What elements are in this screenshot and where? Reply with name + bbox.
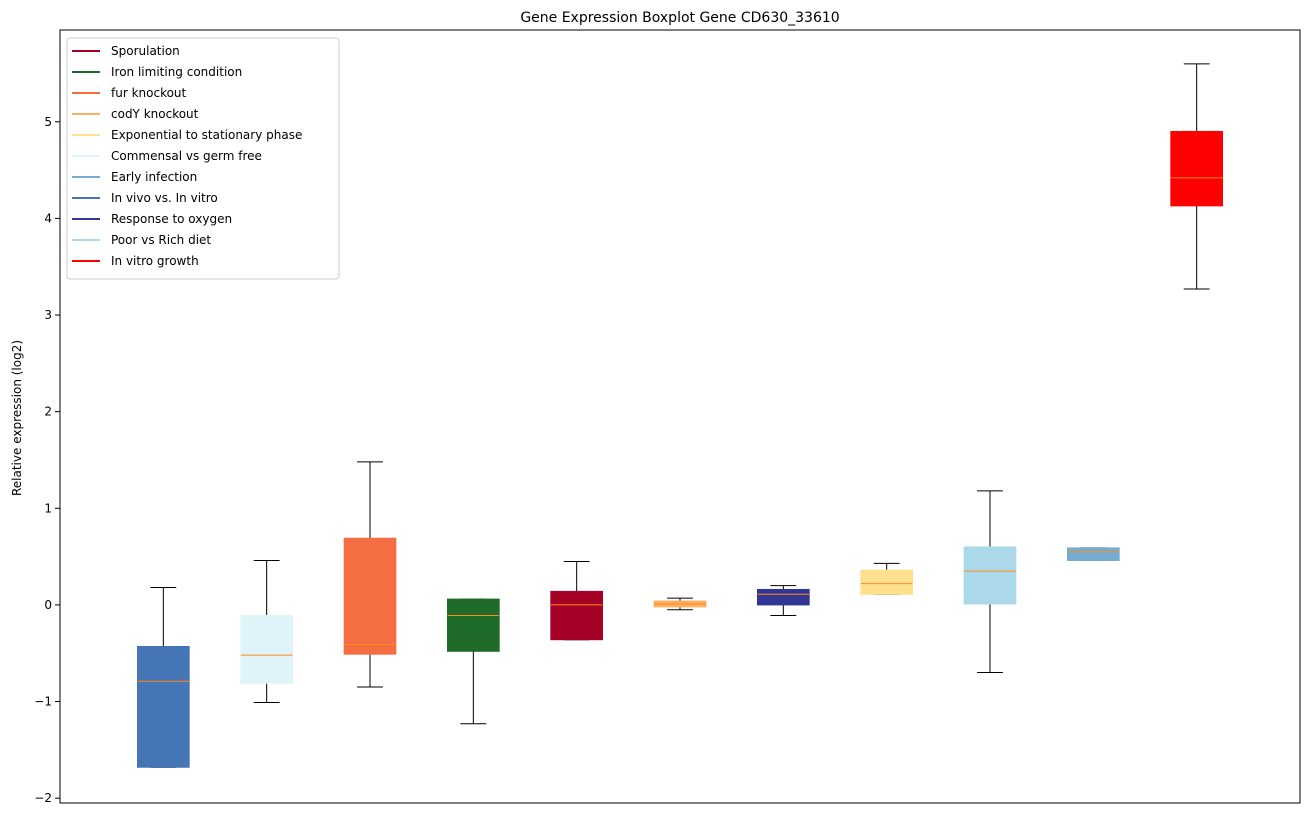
legend-entry: Sporulation (72, 44, 180, 58)
box-body (860, 569, 913, 595)
box-fur-knockout (343, 461, 397, 688)
box-iron-limiting-condition (447, 598, 500, 725)
box-body (343, 537, 397, 655)
legend-entry: Early infection (72, 170, 197, 184)
legend-frame (66, 37, 340, 280)
box-body (447, 598, 500, 652)
y-tick-label: 5 (44, 115, 52, 129)
box-cody-knockout (653, 597, 707, 611)
y-axis-ticks: −2 −1 0 1 2 3 4 5 (34, 115, 60, 805)
legend-entry: Response to oxygen (72, 212, 232, 226)
legend-label: In vitro growth (111, 254, 199, 268)
legend-label: Poor vs Rich diet (111, 233, 211, 247)
box-body (1170, 130, 1224, 207)
legend-entry: Exponential to stationary phase (72, 128, 302, 142)
box-body (1067, 547, 1120, 561)
legend-entry: codY knockout (72, 107, 199, 121)
y-tick-label: −2 (34, 791, 52, 805)
chart-title: Gene Expression Boxplot Gene CD630_33610 (520, 10, 839, 26)
legend-label: In vivo vs. In vitro (111, 191, 218, 205)
box-sporulation (550, 560, 603, 641)
legend-label: Early infection (111, 170, 197, 184)
legend-entry: Commensal vs germ free (72, 149, 262, 163)
box-body (240, 615, 293, 684)
legend: Sporulation Iron limiting condition fur kn… (66, 37, 340, 280)
legend-label: Exponential to stationary phase (111, 128, 302, 142)
y-tick-label: 0 (44, 598, 52, 612)
plot-area (59, 29, 1301, 804)
legend-entry: Iron limiting condition (72, 65, 242, 79)
y-axis-label: Relative expression (log2) (10, 340, 24, 496)
legend-entry: In vivo vs. In vitro (72, 191, 218, 205)
y-tick-label: 1 (44, 501, 52, 515)
legend-label: Sporulation (111, 44, 180, 58)
box-response-to-oxygen (757, 585, 810, 617)
box-commensal-vs-germ-free (240, 559, 293, 704)
box-exponential-to-stationary-phase (860, 562, 913, 595)
legend-label: Commensal vs germ free (111, 149, 262, 163)
box-body (757, 588, 810, 606)
y-tick-label: 4 (44, 211, 52, 225)
box-in-vitro-growth (1170, 63, 1224, 290)
box-early-infection (1067, 547, 1120, 561)
legend-entry: Poor vs Rich diet (72, 233, 211, 247)
y-tick-label: 3 (44, 308, 52, 322)
box-body (137, 645, 190, 768)
box-poor-vs-rich-diet (963, 490, 1017, 674)
y-tick-label: −1 (34, 695, 52, 709)
legend-label: fur knockout (111, 86, 187, 100)
legend-label: codY knockout (111, 107, 199, 121)
box-body (550, 590, 603, 641)
legend-label: Iron limiting condition (111, 65, 242, 79)
legend-entry: In vitro growth (72, 254, 199, 268)
y-tick-label: 2 (44, 405, 52, 419)
plot-frame (59, 29, 1301, 804)
legend-entry: fur knockout (72, 86, 187, 100)
legend-label: Response to oxygen (111, 212, 232, 226)
box-in-vivo-vs-in-vitro (137, 587, 190, 768)
box-body (963, 546, 1017, 605)
